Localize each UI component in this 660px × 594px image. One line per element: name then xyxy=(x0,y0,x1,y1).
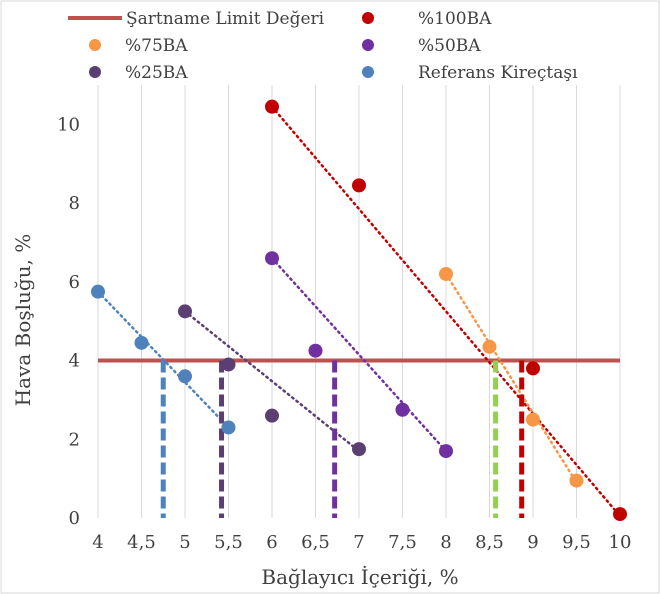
x-tick-label: 5 xyxy=(179,532,190,553)
x-tick-label: 6 xyxy=(266,532,277,553)
x-tick-label: 7 xyxy=(353,532,364,553)
y-tick-label: 4 xyxy=(69,351,80,372)
y-tick-label: 8 xyxy=(69,193,80,214)
legend-swatch xyxy=(362,12,374,24)
legend-swatch xyxy=(89,39,101,51)
x-tick-label: 5,5 xyxy=(214,532,243,553)
data-point xyxy=(526,361,540,376)
data-point xyxy=(482,339,497,354)
trendline xyxy=(444,272,578,484)
trendline xyxy=(183,310,361,453)
x-tick-label: 8,5 xyxy=(475,532,504,553)
data-point xyxy=(569,473,584,488)
data-point xyxy=(352,178,366,193)
data-point xyxy=(134,335,149,350)
legend: Şartname Limit Değeri %100BA %75BA %50BA %25… xyxy=(68,9,578,83)
x-tick-label: 6,5 xyxy=(301,532,330,553)
x-tick-label: 4,5 xyxy=(127,532,156,553)
data-point xyxy=(178,369,192,384)
legend-label: %100BA xyxy=(418,9,492,29)
x-tick-label: 9,5 xyxy=(562,532,591,553)
data-point xyxy=(221,357,236,372)
data-point xyxy=(265,251,279,266)
y-tick-label: 0 xyxy=(69,508,80,529)
data-point xyxy=(308,343,323,358)
trendline xyxy=(270,105,622,518)
data-point xyxy=(178,304,192,319)
x-tick-label: 8 xyxy=(440,532,451,553)
legend-swatch xyxy=(362,39,374,51)
data-point xyxy=(439,266,453,281)
x-tick-labels: 4 4,5 5 5,5 6 6,5 7 7,5 8 8,5 9 9,5 10 xyxy=(92,532,631,553)
x-tick-label: 7,5 xyxy=(388,532,417,553)
y-tick-label: 10 xyxy=(57,114,80,135)
data-point xyxy=(526,412,540,427)
legend-swatch xyxy=(89,66,101,78)
legend-label: Referans Kireçtaşı xyxy=(418,63,578,83)
data-point xyxy=(352,442,366,457)
data-point xyxy=(265,408,279,423)
y-tick-label: 6 xyxy=(69,272,80,293)
data-point xyxy=(613,507,627,522)
legend-label: %75BA xyxy=(125,36,188,56)
legend-label: %50BA xyxy=(418,36,481,56)
legend-label: Şartname Limit Değeri xyxy=(126,9,325,29)
y-tick-label: 2 xyxy=(69,429,80,450)
legend-label: %25BA xyxy=(125,63,188,83)
x-tick-label: 4 xyxy=(92,532,103,553)
intersection-marker-layer xyxy=(160,360,525,518)
point-layer xyxy=(91,99,627,522)
trendline xyxy=(270,256,448,453)
x-tick-label: 10 xyxy=(609,532,632,553)
data-point xyxy=(395,402,410,417)
x-tick-label: 9 xyxy=(527,532,538,553)
data-point xyxy=(439,444,453,459)
x-axis-label: Bağlayıcı İçeriği, % xyxy=(261,565,458,589)
data-point xyxy=(265,99,279,114)
legend-swatch xyxy=(362,66,374,78)
y-axis-label: Hava Boşluğu, % xyxy=(11,234,35,407)
data-point xyxy=(91,284,105,299)
y-tick-labels: 0 2 4 6 8 10 xyxy=(57,114,80,529)
trend-layer xyxy=(96,105,622,518)
data-point xyxy=(221,420,236,435)
trendline xyxy=(96,290,230,429)
